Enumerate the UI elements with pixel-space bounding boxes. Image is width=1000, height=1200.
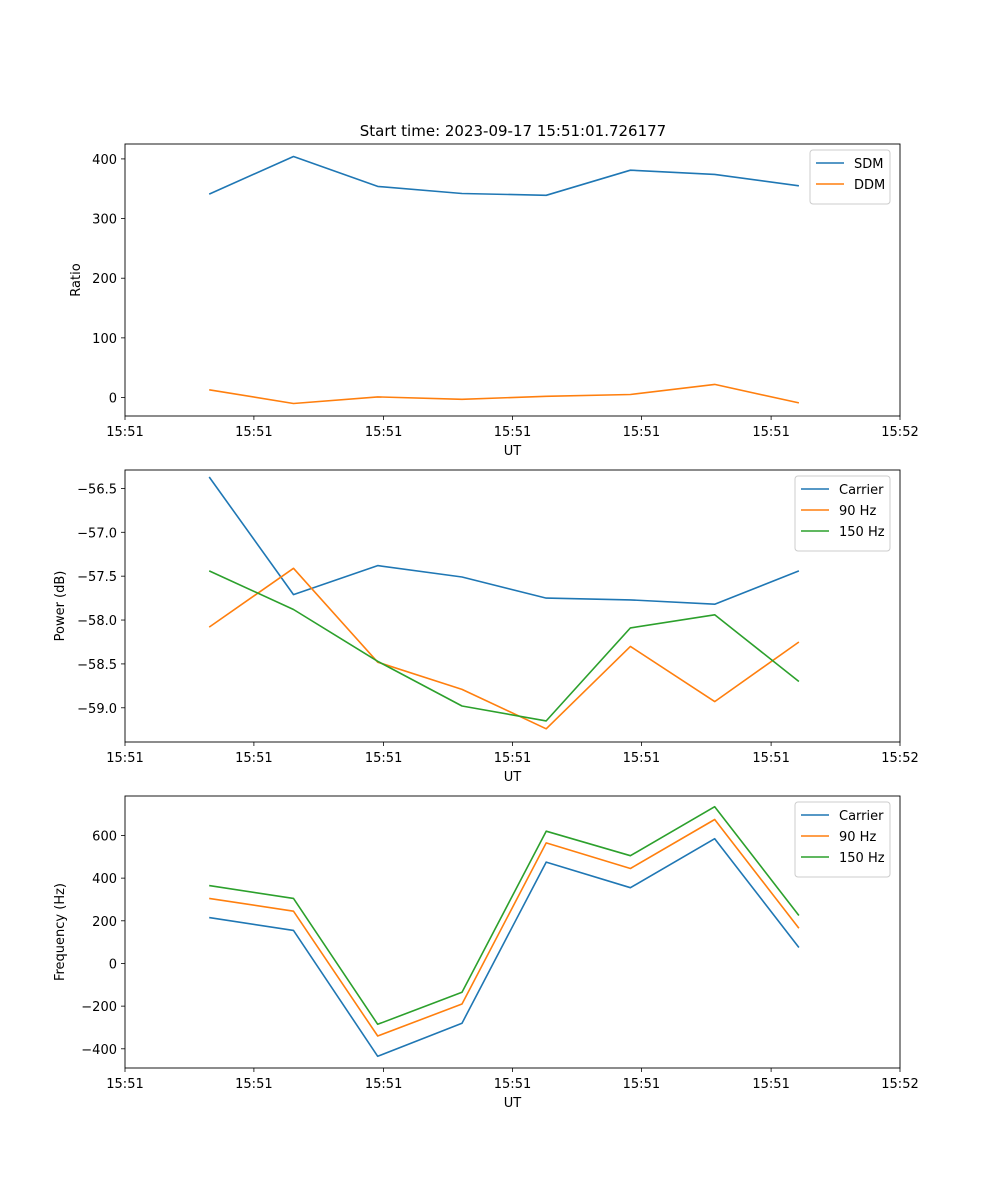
legend-label: Carrier xyxy=(839,809,884,824)
y-tick-label: 0 xyxy=(109,392,117,407)
series-line-150-hz xyxy=(209,805,800,1026)
legend-label: 150 Hz xyxy=(839,851,885,866)
plots-container: 15:51 15:51 15:51 15:51 15:51 15:51 15:52 0 100 2… xyxy=(53,143,919,1111)
x-tick-label: 15:51 xyxy=(106,1077,143,1092)
series-line-ddm xyxy=(209,383,800,405)
axes-frame xyxy=(124,795,901,1069)
x-tick-label: 15:51 xyxy=(494,1077,531,1092)
y-tick-label: −58.0 xyxy=(77,614,117,629)
legend: Carrier 90 Hz 150 Hz xyxy=(794,801,891,878)
y-tick-label: 200 xyxy=(92,272,117,287)
x-tick-label: 15:51 xyxy=(106,425,143,440)
x-tick-label: 15:51 xyxy=(623,1077,660,1092)
y-tick-label: −200 xyxy=(81,1000,117,1015)
x-tick-label: 15:51 xyxy=(494,751,531,766)
x-tick-label: 15:52 xyxy=(881,751,918,766)
legend: SDM DDM xyxy=(809,149,891,205)
legend-label: 150 Hz xyxy=(839,525,885,540)
legend-label: SDM xyxy=(854,157,883,172)
y-tick-label: −58.5 xyxy=(77,658,117,673)
subplot-2: 15:51 15:51 15:51 15:51 15:51 15:51 15:52 −59.0… xyxy=(53,469,919,785)
y-tick-label: −400 xyxy=(81,1043,117,1058)
y-tick-label: 600 xyxy=(92,829,117,844)
series-line-sdm xyxy=(208,155,800,197)
y-tick-label: 0 xyxy=(109,957,117,972)
y-tick-label: −59.0 xyxy=(77,702,117,717)
y-tick-label: 200 xyxy=(92,915,117,930)
x-tick-label: 15:51 xyxy=(365,425,402,440)
x-tick-label: 15:51 xyxy=(235,425,272,440)
series-line-carrier xyxy=(208,476,800,606)
x-tick-label: 15:51 xyxy=(752,751,789,766)
x-tick-label: 15:52 xyxy=(881,425,918,440)
y-tick-label: 400 xyxy=(92,153,117,168)
legend-frame xyxy=(794,801,891,878)
y-axis-label: Power (dB) xyxy=(53,571,68,642)
x-tick-label: 15:51 xyxy=(494,425,531,440)
x-axis-label: UT xyxy=(504,444,522,459)
subplot-3: 15:51 15:51 15:51 15:51 15:51 15:51 15:52 −400 −… xyxy=(53,795,919,1111)
x-tick-label: 15:51 xyxy=(365,751,402,766)
legend-label: DDM xyxy=(854,178,885,193)
y-axis-label: Frequency (Hz) xyxy=(53,883,68,981)
x-tick-label: 15:52 xyxy=(881,1077,918,1092)
y-tick-label: 300 xyxy=(92,213,117,228)
y-tick-label: −56.5 xyxy=(77,482,117,497)
y-tick-label: −57.5 xyxy=(77,570,117,585)
series-line-carrier xyxy=(209,837,800,1058)
axes-frame xyxy=(124,469,901,743)
x-axis-label: UT xyxy=(504,770,522,785)
series-line-90-hz xyxy=(208,567,800,730)
x-axis-label: UT xyxy=(504,1096,522,1111)
legend: Carrier 90 Hz 150 Hz xyxy=(794,475,891,552)
series-line-90-hz xyxy=(209,818,800,1037)
legend-frame xyxy=(794,475,891,552)
x-tick-label: 15:51 xyxy=(106,751,143,766)
axes-frame xyxy=(124,143,901,417)
x-tick-label: 15:51 xyxy=(365,1077,402,1092)
x-tick-label: 15:51 xyxy=(623,425,660,440)
x-tick-label: 15:51 xyxy=(752,425,789,440)
legend-label: 90 Hz xyxy=(839,830,876,845)
y-tick-label: −57.0 xyxy=(77,526,117,541)
y-tick-label: 400 xyxy=(92,872,117,887)
y-tick-label: 100 xyxy=(92,332,117,347)
y-axis-label: Ratio xyxy=(69,263,84,296)
legend-label: Carrier xyxy=(839,483,884,498)
legend-label: 90 Hz xyxy=(839,504,876,519)
x-tick-label: 15:51 xyxy=(752,1077,789,1092)
subplot-1: 15:51 15:51 15:51 15:51 15:51 15:51 15:52 0 100 2… xyxy=(69,143,919,459)
figure-title: Start time: 2023-09-17 15:51:01.726177 xyxy=(360,122,666,140)
x-tick-label: 15:51 xyxy=(235,1077,272,1092)
series-line-150-hz xyxy=(208,570,800,722)
x-tick-label: 15:51 xyxy=(235,751,272,766)
x-tick-label: 15:51 xyxy=(623,751,660,766)
